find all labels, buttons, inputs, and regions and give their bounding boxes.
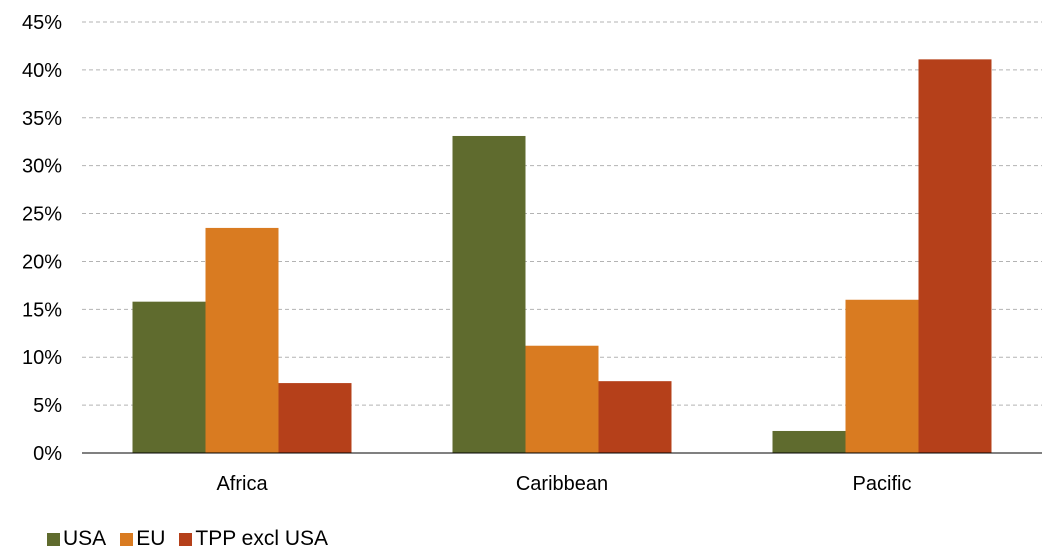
bar-pacific-tpp-excl-usa <box>918 59 992 453</box>
legend-swatch-eu <box>120 532 134 546</box>
legend-item-usa: USA <box>47 527 106 551</box>
bar-caribbean-tpp-excl-usa <box>598 381 672 453</box>
x-tick-label: Africa <box>216 473 268 495</box>
legend-swatch-usa <box>47 532 60 546</box>
bar-caribbean-usa <box>452 135 526 453</box>
bars <box>132 59 992 453</box>
y-tick-label: 25% <box>22 204 62 226</box>
y-tick-label: 0% <box>33 443 62 465</box>
bar-africa-tpp-excl-usa <box>278 383 352 453</box>
legend-label-eu: EU <box>136 527 166 550</box>
y-tick-label: 30% <box>22 156 62 178</box>
y-axis-ticks: 0% 5% 10% 15% 20% 25% 30% 35% 40% 45% <box>22 12 62 465</box>
legend: USA EU TPP excl USA <box>47 527 342 551</box>
bar-pacific-usa <box>772 430 846 453</box>
bar-pacific-eu <box>845 299 919 453</box>
y-tick-label: 15% <box>22 299 62 321</box>
y-tick-label: 45% <box>22 12 62 34</box>
legend-item-eu: EU <box>120 527 165 551</box>
y-tick-label: 35% <box>22 108 62 130</box>
bar-africa-eu <box>205 227 279 453</box>
x-axis-labels: Africa Caribbean Pacific <box>216 473 911 495</box>
legend-label-usa: USA <box>63 527 107 550</box>
y-tick-label: 20% <box>22 251 62 273</box>
legend-label-tpp-excl-usa: TPP excl USA <box>195 527 329 550</box>
x-tick-label: Pacific <box>853 473 912 495</box>
x-tick-label: Caribbean <box>516 473 608 495</box>
legend-swatch-tpp-excl-usa <box>179 532 193 546</box>
y-tick-label: 40% <box>22 60 62 82</box>
bar-africa-usa <box>132 301 206 453</box>
y-tick-label: 5% <box>33 395 62 417</box>
bar-caribbean-eu <box>525 345 599 453</box>
legend-item-tpp-excl-usa: TPP excl USA <box>179 527 328 551</box>
y-tick-label: 10% <box>22 347 62 369</box>
